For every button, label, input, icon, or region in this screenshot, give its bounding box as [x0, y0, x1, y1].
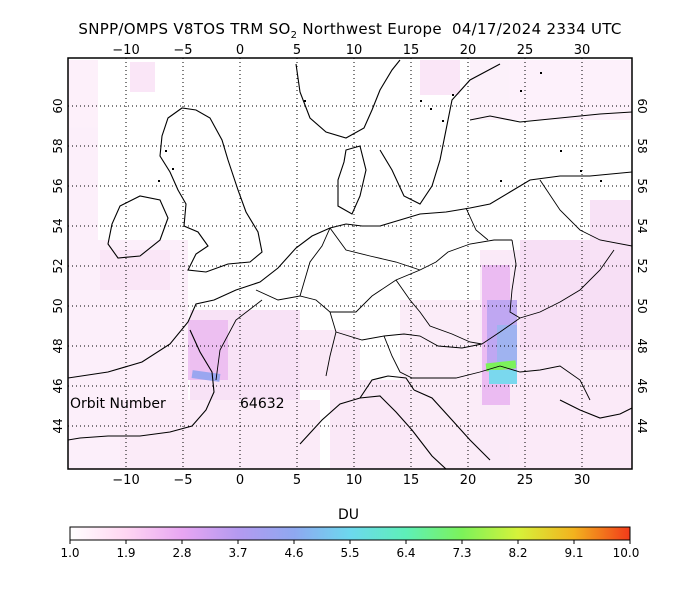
orbit-label: Orbit Number: [70, 396, 166, 412]
graticule: [68, 58, 632, 469]
colorbar-ticks: [69, 540, 631, 544]
lat-tick-left: 60: [51, 98, 65, 113]
lat-tick-right: 46: [635, 378, 649, 393]
lon-tick-bottom: 20: [460, 473, 477, 488]
lat-tick-left: 52: [51, 258, 65, 273]
lat-labels-right: 44 46 48 50 52 54 56 58 60: [635, 98, 649, 433]
colorbar-tick-label: 1.0: [60, 546, 80, 560]
lon-tick-bottom: 0: [236, 473, 244, 488]
lat-tick-left: 56: [51, 178, 65, 193]
lon-tick-bottom: −10: [112, 473, 139, 488]
lat-tick-right: 58: [635, 138, 649, 153]
lon-tick-top: 30: [574, 43, 591, 58]
lat-tick-left: 44: [51, 418, 65, 433]
lon-tick-top: −5: [173, 43, 192, 58]
lat-labels-left: 44 46 48 50 52 54 56 58 60: [51, 98, 65, 433]
lat-tick-right: 56: [635, 178, 649, 193]
map-title: SNPP/OMPS V8TOS TRM SO2 Northwest Europe…: [0, 20, 700, 41]
title-region: Northwest Europe: [302, 20, 442, 38]
country-borders: [215, 179, 632, 401]
lat-tick-left: 48: [51, 338, 65, 353]
lon-tick-bottom: 30: [574, 473, 591, 488]
lon-tick-top: 25: [517, 43, 534, 58]
lon-tick-top: 0: [236, 43, 244, 58]
colorbar-tick-label: 10.0: [612, 546, 640, 560]
lat-tick-right: 54: [635, 218, 649, 233]
colorbar-tick-label: 6.4: [396, 546, 416, 560]
lon-tick-bottom: 10: [346, 473, 363, 488]
lon-tick-bottom: 25: [517, 473, 534, 488]
colorbar-tick-label: 5.5: [340, 546, 360, 560]
colorbar: [69, 526, 631, 541]
lon-labels-top: −10 −5 0 5 10 15 20 25 30: [112, 43, 590, 58]
lat-tick-right: 50: [635, 298, 649, 313]
lon-tick-top: 5: [293, 43, 301, 58]
lon-labels-bottom: −10 −5 0 5 10 15 20 25 30: [112, 473, 590, 488]
colorbar-tick-label: 3.7: [228, 546, 248, 560]
colorbar-tick-label: 9.1: [564, 546, 584, 560]
lat-tick-left: 50: [51, 298, 65, 313]
lat-tick-right: 52: [635, 258, 649, 273]
lon-tick-top: −10: [112, 43, 139, 58]
title-date: 04/17/2024: [452, 20, 542, 38]
lon-tick-top: 10: [346, 43, 363, 58]
so2-plume-east-3: [497, 325, 517, 365]
colorbar-tick-label: 8.2: [508, 546, 528, 560]
title-prefix: SNPP/OMPS V8TOS TRM SO: [78, 20, 291, 38]
lat-tick-left: 46: [51, 378, 65, 393]
lat-tick-left: 54: [51, 218, 65, 233]
colorbar-tick-label: 2.8: [172, 546, 192, 560]
lon-tick-bottom: 5: [293, 473, 301, 488]
lat-tick-right: 48: [635, 338, 649, 353]
lat-tick-right: 44: [635, 418, 649, 433]
colorbar-unit: DU: [338, 507, 360, 523]
lat-tick-right: 60: [635, 98, 649, 113]
colorbar-tick-label: 7.3: [452, 546, 472, 560]
colorbar-tick-label: 4.6: [284, 546, 304, 560]
title-time: 2334 UTC: [546, 20, 622, 38]
lon-tick-top: 15: [403, 43, 420, 58]
lat-tick-left: 58: [51, 138, 65, 153]
lon-tick-bottom: −5: [173, 473, 192, 488]
so2-background-pixels: [68, 60, 632, 469]
island-speckle: [158, 72, 602, 182]
lon-tick-top: 20: [460, 43, 477, 58]
so2-plume-west: [188, 320, 228, 380]
orbit-number: 64632: [240, 396, 285, 412]
colorbar-tick-label: 1.9: [116, 546, 136, 560]
lon-tick-bottom: 15: [403, 473, 420, 488]
title-subscript: 2: [290, 30, 298, 41]
